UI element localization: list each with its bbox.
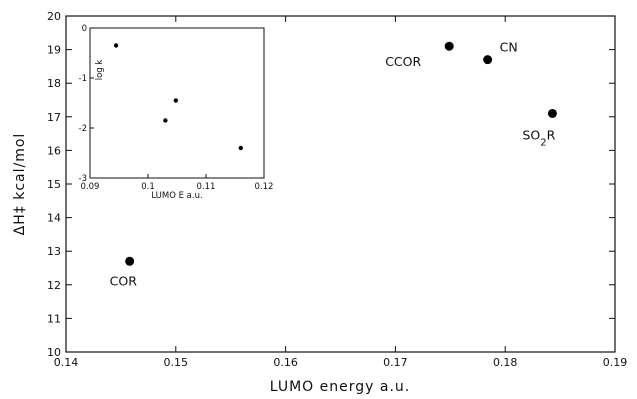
x-tick-label: 0.14 (54, 356, 79, 369)
inset-x-axis-title: LUMO E a.u. (151, 191, 202, 201)
data-point (125, 256, 135, 266)
data-point (547, 108, 557, 118)
x-tick-label: 0.15 (164, 356, 189, 369)
point-label: COR (110, 273, 138, 288)
inset-x-tick-label: 0.09 (81, 182, 100, 192)
y-tick-label: 19 (47, 44, 61, 57)
inset-data-point (173, 98, 179, 103)
inset-x-ticks: 0.09 0.1 0.11 0.12 (81, 174, 274, 192)
inset-y-tick-label: -1 (79, 74, 87, 84)
y-tick-label: 17 (47, 111, 61, 124)
point-label: SO2R (522, 127, 555, 148)
x-tick-label: 0.18 (493, 356, 518, 369)
inset-chart: 0 -1 -2 -3 0.09 0.1 0.11 0.12 LUMO E a.u. log … (79, 24, 274, 201)
inset-data-point (238, 145, 243, 151)
inset-frame (89, 27, 265, 179)
y-tick-label: 12 (47, 279, 61, 292)
data-point (444, 41, 454, 51)
inset-y-tick-label: 0 (82, 24, 87, 34)
y-tick-label: 18 (47, 77, 61, 90)
y-axis-title: ΔH‡ kcal/mol (12, 133, 28, 236)
y-tick-label: 16 (47, 144, 61, 157)
x-axis-ticks: 0.14 0.15 0.16 0.17 0.18 0.19 (54, 16, 628, 369)
x-tick-label: 0.17 (383, 356, 408, 369)
x-tick-label: 0.16 (273, 356, 298, 369)
inset-y-ticks: 0 -1 -2 -3 (79, 24, 94, 184)
y-tick-label: 20 (47, 10, 61, 23)
data-point (483, 55, 493, 65)
inset-y-tick-label: -3 (79, 174, 87, 184)
inset-x-tick-label: 0.12 (255, 182, 274, 192)
inset-x-tick-label: 0.1 (141, 182, 155, 192)
inset-y-tick-label: -2 (79, 124, 87, 134)
data-points: COR CCOR CN SO2R (110, 40, 557, 288)
y-tick-label: 14 (47, 212, 61, 225)
inset-data-point (113, 43, 119, 48)
y-tick-label: 10 (47, 346, 61, 359)
y-tick-label: 13 (47, 245, 61, 258)
y-tick-label: 15 (47, 178, 61, 191)
x-tick-label: 0.19 (603, 356, 628, 369)
y-axis-ticks: 10 11 12 13 14 15 16 17 18 19 20 (47, 10, 615, 359)
inset-x-tick-label: 0.11 (197, 182, 216, 192)
inset-y-axis-title: log k (95, 60, 105, 81)
inset-data-points (113, 43, 243, 151)
point-label: CCOR (385, 54, 421, 69)
point-label: CN (500, 40, 518, 55)
y-tick-label: 11 (47, 312, 61, 325)
x-axis-title: LUMO energy a.u. (270, 379, 410, 395)
inset-data-point (163, 118, 168, 123)
